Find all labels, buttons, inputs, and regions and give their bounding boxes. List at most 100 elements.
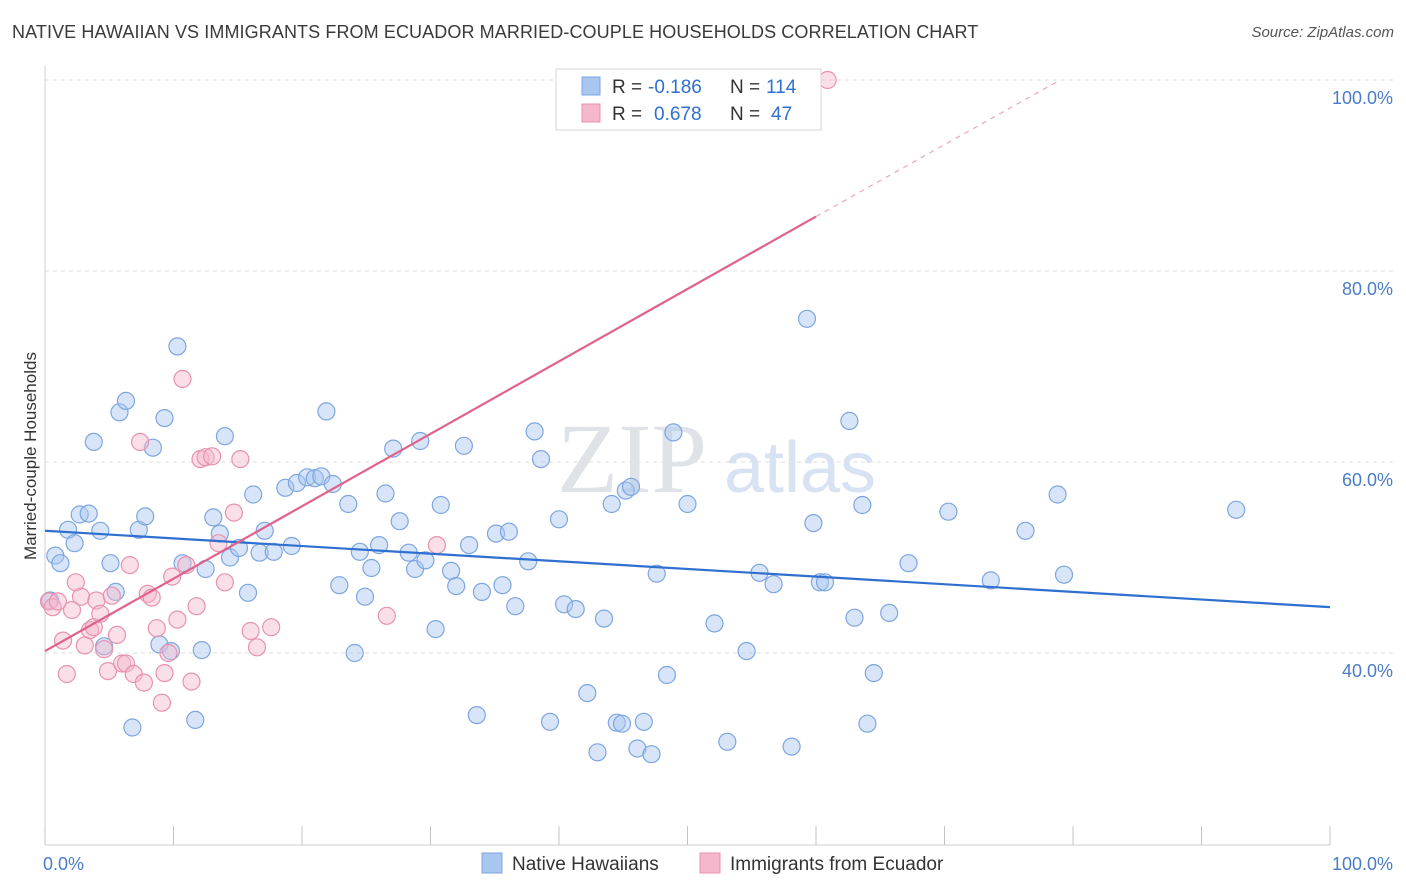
point-native-hawaiians-102 [840, 411, 859, 430]
point-native-hawaiians-2 [51, 554, 70, 573]
watermark-atlas: atlas [724, 428, 876, 508]
point-native-hawaiians-87 [642, 745, 661, 764]
point-native-hawaiians-106 [864, 663, 883, 683]
point-native-hawaiians-98 [797, 309, 817, 328]
axes [44, 66, 1331, 846]
point-immigrants-ecuador-27 [155, 663, 174, 683]
point-native-hawaiians-10 [101, 554, 120, 573]
point-native-hawaiians-21 [168, 337, 187, 356]
point-immigrants-ecuador-43 [247, 638, 267, 657]
point-native-hawaiians-62 [454, 436, 473, 455]
y-tick-label-1: 60.0% [1342, 470, 1393, 490]
point-immigrants-ecuador-16 [107, 625, 127, 645]
point-native-hawaiians-24 [192, 640, 211, 660]
point-native-hawaiians-14 [123, 718, 142, 737]
point-native-hawaiians-107 [880, 603, 899, 623]
point-native-hawaiians-59 [431, 495, 450, 515]
point-native-hawaiians-45 [339, 494, 358, 514]
point-native-hawaiians-105 [858, 714, 877, 733]
legend-r-label-1: R = [612, 77, 642, 98]
source-label: Source: ZipAtlas.com [1251, 24, 1394, 41]
chart-title: NATIVE HAWAIIAN VS IMMIGRANTS FROM ECUAD… [12, 22, 979, 42]
point-immigrants-ecuador-34 [187, 597, 206, 616]
point-native-hawaiians-103 [845, 608, 864, 627]
point-native-hawaiians-48 [355, 587, 375, 606]
point-immigrants-ecuador-1 [43, 598, 62, 617]
point-native-hawaiians-82 [612, 714, 632, 733]
point-native-hawaiians-28 [215, 427, 234, 446]
legend-n-label-1: N = [730, 77, 760, 98]
point-native-hawaiians-93 [718, 732, 737, 751]
point-native-hawaiians-91 [678, 494, 697, 514]
legend-n-value-2: 47 [771, 104, 792, 125]
bottom-legend-label-native-hawaiians: Native Hawaiians [512, 854, 659, 875]
point-native-hawaiians-61 [447, 576, 466, 596]
point-native-hawaiians-19 [155, 409, 174, 428]
point-native-hawaiians-90 [664, 423, 683, 442]
point-native-hawaiians-38 [287, 473, 306, 493]
point-native-hawaiians-8 [91, 521, 110, 540]
point-native-hawaiians-39 [298, 468, 317, 487]
point-immigrants-ecuador-28 [159, 643, 178, 663]
point-native-hawaiians-84 [621, 477, 641, 496]
point-immigrants-ecuador-46 [427, 535, 446, 555]
point-native-hawaiians-60 [442, 561, 461, 581]
point-native-hawaiians-6 [79, 504, 98, 523]
point-native-hawaiians-70 [519, 552, 538, 571]
point-immigrants-ecuador-4 [57, 664, 76, 684]
point-native-hawaiians-7 [84, 432, 103, 451]
bottom-legend: Native Hawaiians Immigrants from Ecuador [481, 852, 944, 875]
y-tick-label-0: 40.0% [1342, 661, 1393, 681]
point-native-hawaiians-35 [264, 542, 283, 561]
point-immigrants-ecuador-37 [203, 447, 222, 466]
point-native-hawaiians-94 [737, 641, 756, 661]
point-native-hawaiians-81 [607, 713, 626, 732]
point-immigrants-ecuador-5 [62, 600, 82, 620]
bottom-legend-label-immigrants-ecuador: Immigrants from Ecuador [730, 854, 944, 875]
point-native-hawaiians-108 [899, 554, 918, 573]
point-native-hawaiians-112 [1048, 485, 1067, 504]
y-tick-label-2: 80.0% [1342, 279, 1393, 299]
point-native-hawaiians-26 [204, 508, 223, 527]
point-native-hawaiians-73 [540, 712, 560, 731]
trend-line-immigrants-ecuador [44, 215, 817, 653]
point-immigrants-ecuador-6 [66, 573, 85, 592]
point-native-hawaiians-104 [853, 495, 872, 515]
point-native-hawaiians-49 [362, 558, 381, 578]
point-native-hawaiians-67 [493, 576, 512, 595]
point-immigrants-ecuador-45 [377, 606, 396, 625]
point-immigrants-ecuador-41 [231, 450, 250, 469]
point-immigrants-ecuador-25 [147, 619, 166, 638]
point-immigrants-ecuador-26 [152, 693, 171, 712]
point-native-hawaiians-97 [782, 737, 801, 756]
point-immigrants-ecuador-40 [224, 503, 243, 522]
point-native-hawaiians-78 [588, 743, 607, 762]
point-native-hawaiians-47 [350, 542, 369, 561]
point-immigrants-ecuador-31 [173, 369, 192, 388]
point-native-hawaiians-44 [330, 576, 349, 595]
trend-line-extension-immigrants-ecuador [815, 79, 1061, 218]
point-native-hawaiians-99 [804, 513, 823, 533]
watermark: ZIP atlas [557, 403, 876, 514]
point-native-hawaiians-77 [578, 683, 597, 703]
point-immigrants-ecuador-7 [71, 587, 91, 606]
point-native-hawaiians-64 [467, 705, 486, 725]
point-native-hawaiians-58 [426, 619, 445, 639]
point-native-hawaiians-80 [602, 494, 621, 514]
point-native-hawaiians-113 [1054, 565, 1074, 584]
point-native-hawaiians-4 [65, 534, 84, 553]
data-points [39, 70, 1246, 764]
point-immigrants-ecuador-21 [131, 432, 150, 451]
point-immigrants-ecuador-22 [134, 673, 153, 692]
trend-lines [44, 79, 1331, 653]
point-immigrants-ecuador-15 [102, 586, 121, 605]
point-immigrants-ecuador-44 [262, 618, 281, 637]
point-native-hawaiians-69 [506, 597, 525, 616]
point-native-hawaiians-74 [549, 510, 569, 529]
point-immigrants-ecuador-36 [196, 448, 215, 467]
y-axis-label: Married-couple Households [21, 352, 40, 560]
legend-n-value-1: 114 [766, 77, 797, 98]
x-tick-label-start: 0.0% [43, 854, 84, 874]
point-native-hawaiians-32 [244, 485, 263, 504]
